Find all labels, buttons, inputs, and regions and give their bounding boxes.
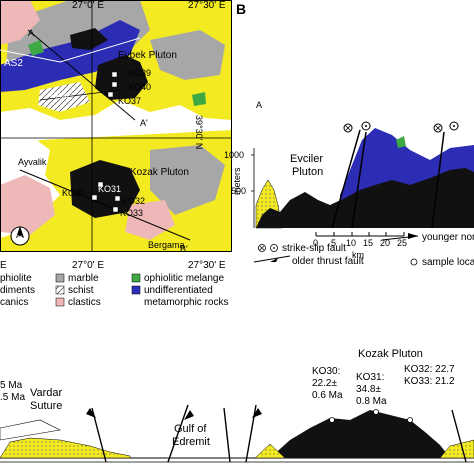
geologic-map: 27°0' E 27°30' E A AS2 NAS2 Eybek Pluton…: [0, 0, 232, 254]
svg-text:KO32: 22.7: KO32: 22.7: [404, 364, 455, 375]
strike-slip-fault-icon: [343, 121, 459, 133]
svg-text:22.2±: 22.2±: [312, 378, 337, 389]
kozak-pluton-label: Kozak Pluton: [130, 167, 189, 178]
svg-text:0.8 Ma: 0.8 Ma: [356, 396, 387, 407]
sample-label: KO40: [128, 82, 151, 92]
legend-younger-normal: younger norma: [422, 232, 474, 243]
legend-volcanics: canics: [0, 297, 28, 308]
panel-letter-b: B: [236, 1, 246, 17]
metamorphic-unit-southeast: [150, 145, 225, 215]
sample-label: KO39: [128, 68, 151, 78]
section-point-a-prime: A': [140, 118, 148, 128]
eybek-pluton-label: Eybek Pluton: [118, 50, 177, 61]
sample-label: KO30: [62, 188, 85, 198]
latitude-label: 39°30' N: [194, 115, 204, 149]
gulf-label-1: Gulf of: [174, 423, 207, 435]
sample-markers-north: [107, 71, 118, 98]
svg-text:34.8±: 34.8±: [356, 384, 381, 395]
svg-text:10: 10: [346, 238, 356, 248]
legend-clastics: clastics: [68, 297, 101, 308]
section-letter-a: A: [256, 100, 262, 110]
regional-pluton: [270, 410, 450, 458]
eybek-pluton-body: [95, 55, 148, 100]
svg-text:KO31:: KO31:: [356, 372, 384, 383]
kozak-pluton-heading: Kozak Pluton: [358, 348, 423, 360]
north-letter: N: [17, 235, 22, 242]
melange-spot: [192, 92, 206, 106]
north-arrow-icon: N: [10, 226, 30, 246]
svg-text:0.6 Ma: 0.6 Ma: [312, 390, 343, 401]
pluton-outcrop: [70, 28, 108, 50]
metamorphic-unit-east: [150, 30, 225, 80]
svg-text:KO33: 21.2: KO33: 21.2: [404, 376, 455, 387]
structure-label-as2: AS2: [4, 58, 23, 69]
coord-top-2: 27°30' E: [188, 0, 226, 11]
svg-text:25: 25: [397, 238, 407, 248]
sample-label: KO31: [98, 184, 121, 194]
section-legend: strike-slip fault older thrust fault you…: [253, 232, 474, 268]
coord-bottom-2: 27°30' E: [188, 260, 226, 271]
coord-bottom-0: E: [0, 260, 7, 271]
legend-marble: marble: [68, 273, 99, 284]
section-point-b-prime: B': [180, 244, 188, 254]
town-bergama: Bergama: [148, 240, 185, 250]
sample-label: KO32: [122, 196, 145, 206]
legend-sample-location: sample locatio: [422, 257, 474, 268]
map-legend: phiolite diments canics marble schist cl…: [0, 273, 228, 308]
legend-ophiolite: phiolite: [0, 273, 32, 284]
gulf-label-2: Edremit: [172, 436, 210, 448]
svg-text:15: 15: [363, 238, 373, 248]
legend-schist: schist: [68, 285, 94, 296]
coord-top-1: 27°0' E: [72, 0, 104, 11]
legend-strike-slip: strike-slip fault: [282, 243, 346, 254]
clastics-west: [0, 175, 55, 235]
clastics-south: [125, 200, 175, 240]
evciler-label-2: Pluton: [292, 166, 323, 178]
svg-text:5 Ma: 5 Ma: [0, 380, 23, 391]
sample-label: KO37: [118, 96, 141, 106]
melange-spot: [28, 40, 44, 56]
svg-text:20: 20: [380, 238, 390, 248]
vardar-label: Vardar: [30, 387, 63, 399]
cross-section-b: B A meters 1000 500 Evciler Pluton: [224, 1, 474, 268]
scale-bar: 0 5 10 15 20 25 km: [313, 232, 407, 260]
kozak-pluton-body: [70, 160, 140, 218]
sample-label: KO33: [120, 208, 143, 218]
legend-undifferentiated-1: undifferentiated: [144, 285, 213, 296]
legend-undifferentiated-2: metamorphic rocks: [144, 297, 228, 308]
evciler-label-1: Evciler: [290, 153, 323, 165]
y-axis-title: meters: [232, 167, 242, 195]
svg-text:5: 5: [331, 238, 336, 248]
svg-text:0: 0: [313, 238, 318, 248]
structure-label-nas2: NAS2: [50, 91, 71, 100]
y-tick-1000: 1000: [224, 150, 244, 160]
legend-sediments: diments: [0, 285, 35, 296]
svg-text:.5 Ma: .5 Ma: [0, 392, 25, 403]
section-point-a: A: [28, 28, 34, 38]
regional-sediment-west: [0, 437, 131, 459]
town-ayvalik: Ayvalik: [18, 157, 47, 167]
section-basement: [256, 168, 474, 228]
clastics-northwest: [0, 0, 40, 45]
coord-bottom-1: 27°0' E: [72, 260, 104, 271]
y-tick-500: 500: [231, 186, 246, 196]
sample-markers-south: [91, 181, 121, 213]
suture-label: Suture: [30, 400, 62, 412]
svg-text:km: km: [352, 250, 364, 260]
legend-older-thrust: older thrust fault: [292, 256, 364, 267]
regional-section: Kozak Pluton KO30: 22.2± 0.6 Ma KO31: 34…: [0, 348, 474, 463]
svg-text:KO30:: KO30:: [312, 366, 340, 377]
legend-ophiolitic-melange: ophiolitic melange: [144, 273, 224, 284]
